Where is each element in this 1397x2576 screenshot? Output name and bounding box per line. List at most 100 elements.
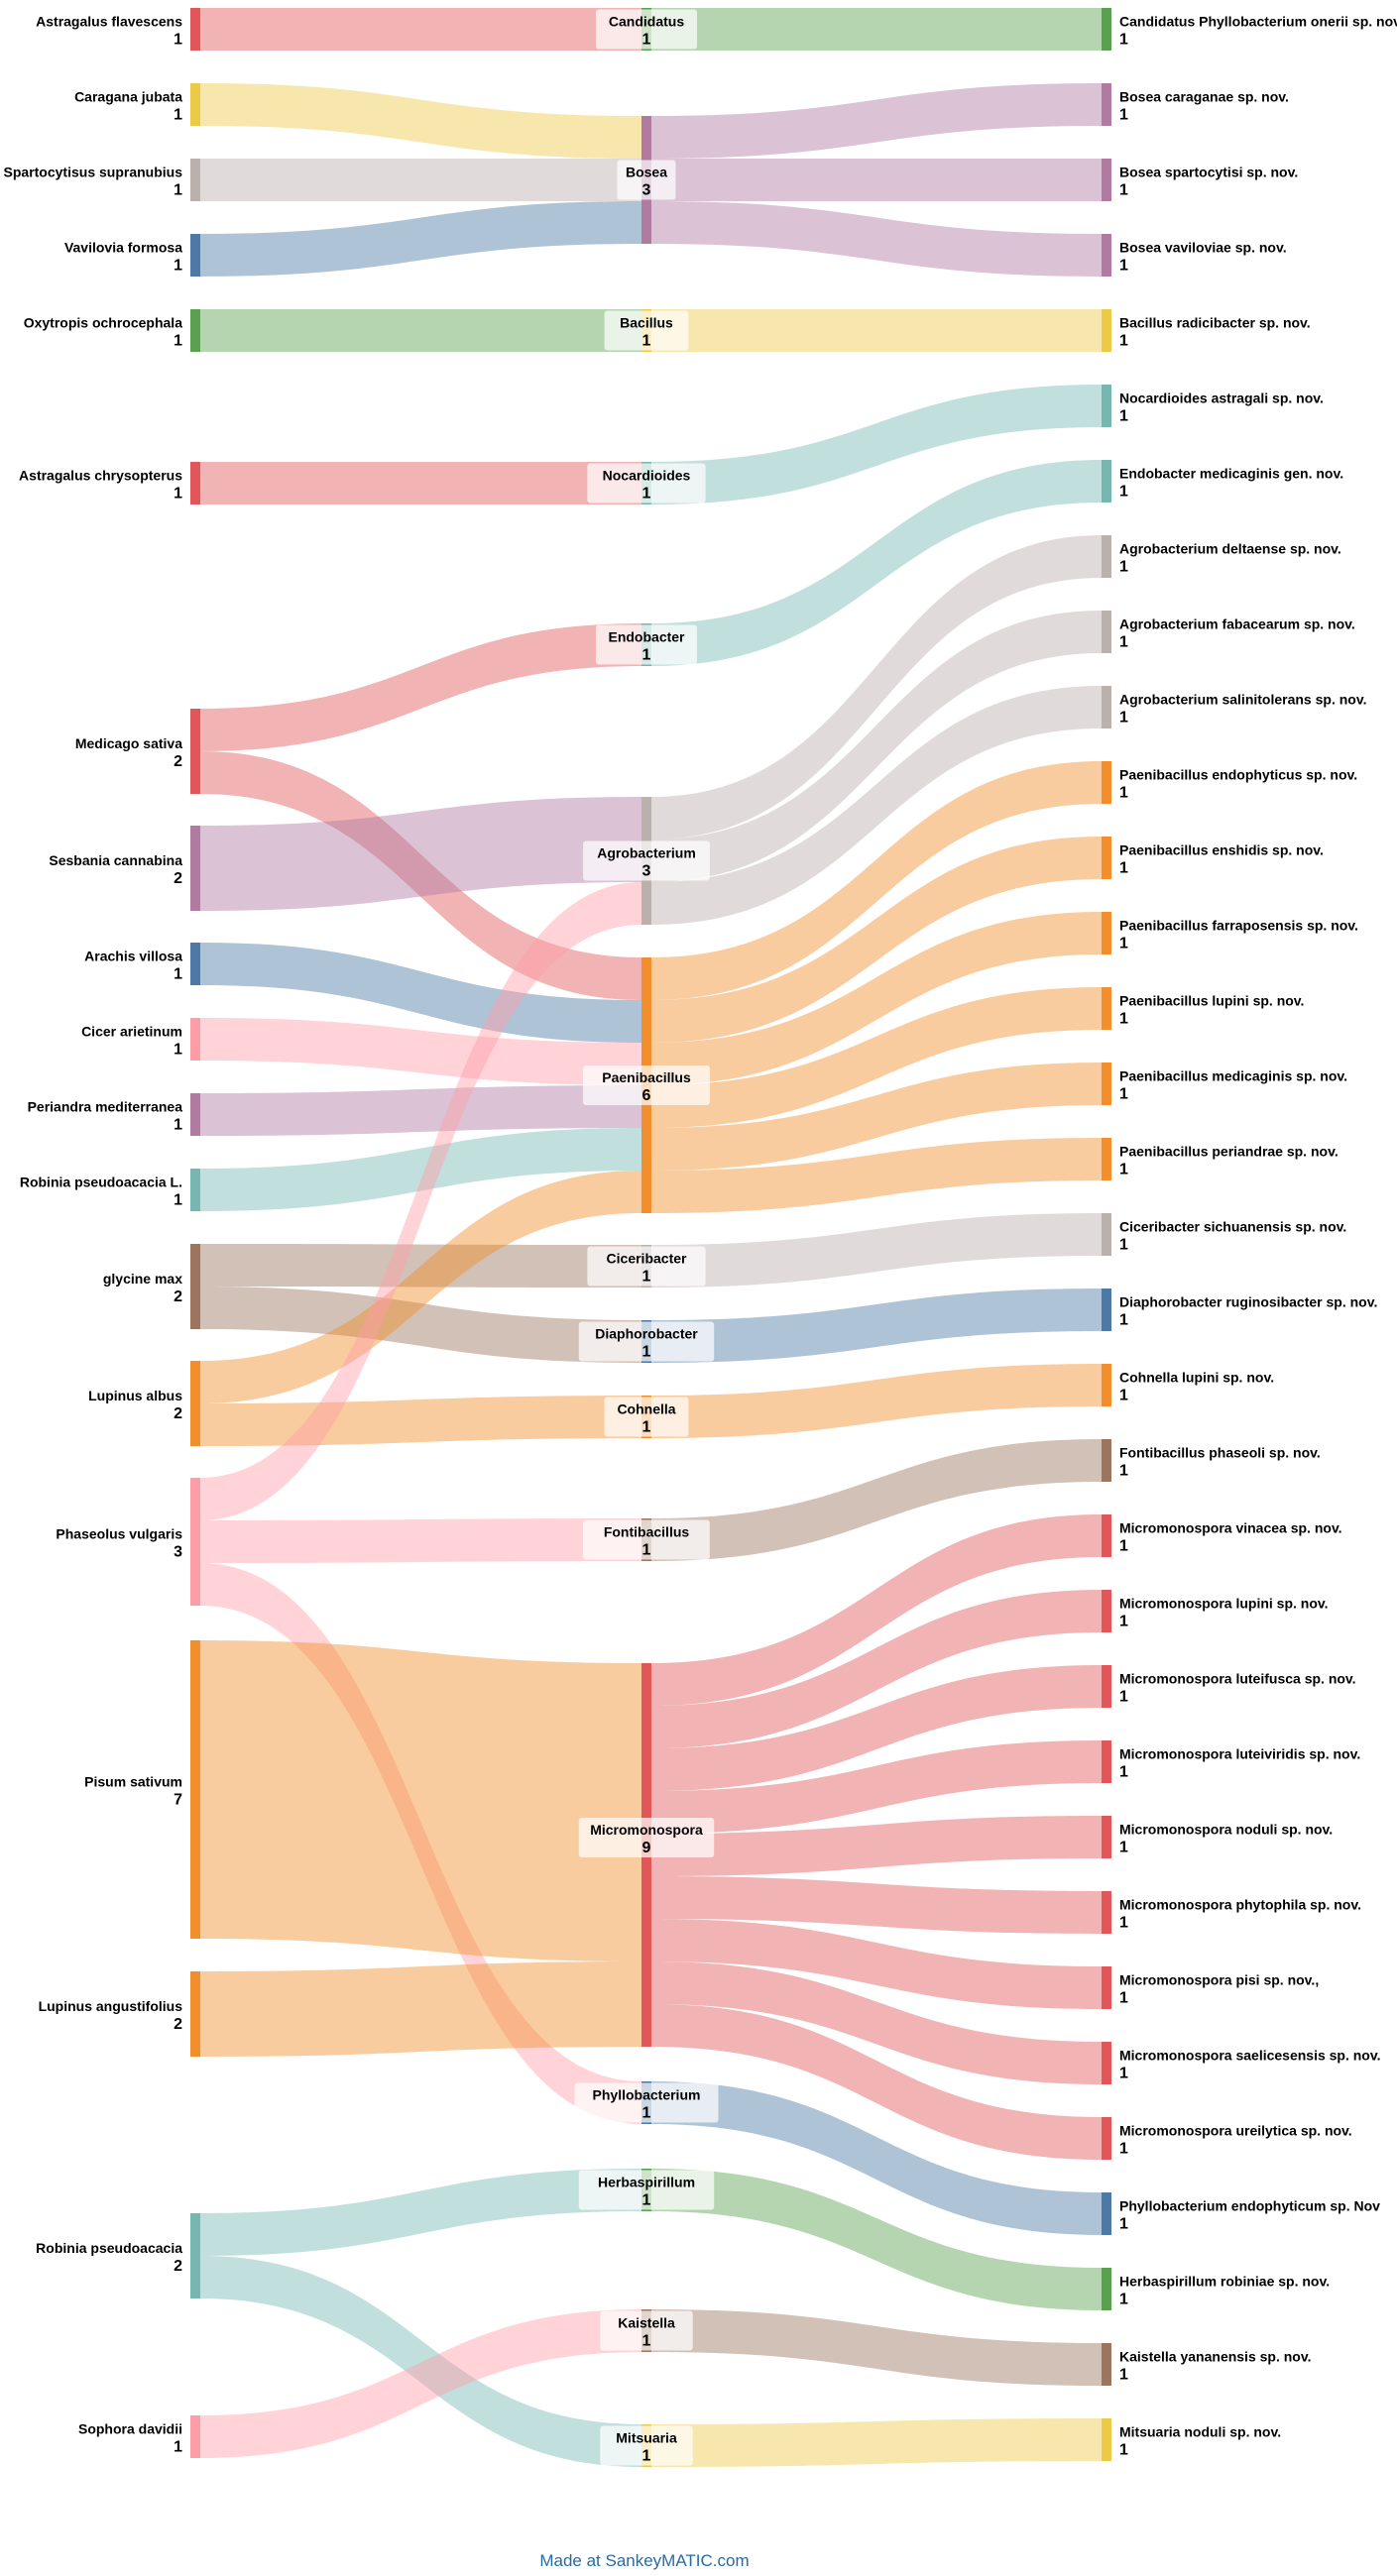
genus-value: 1 [642, 1419, 651, 1436]
label-box [596, 9, 697, 50]
species-name: Phyllobacterium endophyticum sp. Nov [1119, 2198, 1380, 2214]
species-value: 1 [1119, 2442, 1128, 2459]
label-endobacter-medicaginis-gen-nov: Endobacter medicaginis gen. nov. 1 [1119, 466, 1343, 501]
flow-sophora-davidii-to-kaistella [200, 2309, 641, 2458]
species-name: Agrobacterium fabacearum sp. nov. [1119, 616, 1355, 632]
species-name: Paenibacillus enshidis sp. nov. [1119, 842, 1324, 858]
label-agrobacterium-fabacearum-sp-nov: Agrobacterium fabacearum sp. nov. 1 [1119, 616, 1355, 651]
label-astragalus-flavescens: Astragalus flavescens 1 [36, 14, 182, 49]
genus-name: Agrobacterium [597, 845, 696, 861]
host-name: Sophora davidii [78, 2421, 182, 2437]
flow-herbaspirillum-to-herbaspirillum-robiniae-sp-nov [651, 2169, 1102, 2310]
host-value: 1 [174, 1117, 182, 1134]
host-name: Astragalus flavescens [36, 14, 182, 30]
label-box [583, 1519, 710, 1560]
host-value: 1 [174, 182, 182, 199]
flow-agrobacterium-to-agrobacterium-deltaense-sp-nov [651, 535, 1102, 840]
genus-value: 1 [642, 333, 651, 350]
node-micromonospora-noduli-sp-nov [1102, 1816, 1111, 1858]
label-bacillus: Bacillus 1 [604, 310, 689, 351]
label-nocardioides: Nocardioides 1 [587, 463, 706, 504]
flow-ciceribacter-to-ciceribacter-sichuanensis-sp-nov [651, 1213, 1102, 1288]
genus-value: 1 [642, 647, 651, 664]
node-oxytropis-ochrocephala [190, 309, 200, 352]
node-robinia-pseudoacacia-l [190, 1169, 200, 1211]
node-cicer-arietinum [190, 1018, 200, 1061]
species-name: Bosea caraganae sp. nov. [1119, 89, 1289, 105]
label-agrobacterium: Agrobacterium 3 [583, 840, 710, 881]
label-bosea-spartocytisi-sp-nov: Bosea spartocytisi sp. nov. 1 [1119, 165, 1298, 199]
genus-name: Endobacter [608, 629, 685, 645]
label-micromonospora-lupini-sp-nov: Micromonospora lupini sp. nov. 1 [1119, 1596, 1329, 1630]
flow-phaseolus-vulgaris-to-agrobacterium [200, 882, 641, 1520]
genus-value: 1 [642, 2105, 651, 2122]
label-paenibacillus-enshidis-sp-nov: Paenibacillus enshidis sp. nov. 1 [1119, 842, 1324, 877]
species-value: 1 [1119, 2141, 1128, 2158]
host-name: Pisum sativum [84, 1774, 182, 1790]
host-name: Sesbania cannabina [49, 852, 182, 868]
species-name: Micromonospora luteifusca sp. nov. [1119, 1671, 1356, 1687]
node-periandra-mediterranea [190, 1093, 200, 1136]
flow-mitsuaria-to-mitsuaria-noduli-sp-nov [651, 2418, 1102, 2467]
host-value: 1 [174, 258, 182, 275]
label-paenibacillus-medicaginis-sp-nov: Paenibacillus medicaginis sp. nov. 1 [1119, 1068, 1347, 1103]
genus-value: 1 [642, 486, 651, 503]
species-value: 1 [1119, 559, 1128, 576]
species-value: 1 [1119, 258, 1128, 275]
host-name: Oxytropis ochrocephala [24, 315, 182, 331]
node-cohnella-lupini-sp-nov [1102, 1364, 1111, 1406]
flow-robinia-pseudoacacia-l-to-paenibacillus [200, 1128, 641, 1211]
species-value: 1 [1119, 1388, 1128, 1404]
flow-pisum-sativum-to-micromonospora [200, 1640, 641, 1961]
species-value: 1 [1119, 2367, 1128, 2384]
node-astragalus-flavescens [190, 8, 200, 51]
flow-phyllobacterium-to-phyllobacterium-endophyticum-sp-nov [651, 2081, 1102, 2235]
species-value: 1 [1119, 408, 1128, 425]
node-sesbania-cannabina [190, 826, 200, 911]
node-caragana-jubata [190, 83, 200, 126]
label-ciceribacter: Ciceribacter 1 [587, 1246, 706, 1287]
label-paenibacillus: Paenibacillus 6 [583, 1065, 710, 1105]
node-paenibacillus-enshidis-sp-nov [1102, 837, 1111, 879]
genus-name: Herbaspirillum [598, 2175, 695, 2190]
flow-arachis-villosa-to-paenibacillus [200, 943, 641, 1043]
species-value: 1 [1119, 1840, 1128, 1856]
flow-micromonospora-to-micromonospora-ureilytica-sp-nov [651, 2004, 1102, 2160]
species-value: 1 [1119, 32, 1128, 49]
species-name: Nocardioides astragali sp. nov. [1119, 391, 1324, 406]
flow-nocardioides-to-nocardioides-astragali-sp-nov [651, 385, 1102, 504]
species-value: 1 [1119, 1312, 1128, 1329]
species-name: Paenibacillus lupini sp. nov. [1119, 993, 1304, 1009]
host-value: 1 [174, 1192, 182, 1209]
species-name: Micromonospora ureilytica sp. nov. [1119, 2123, 1352, 2139]
host-name: Caragana jubata [74, 89, 182, 105]
label-bosea-caraganae-sp-nov: Bosea caraganae sp. nov. 1 [1119, 89, 1289, 124]
flow-astragalus-flavescens-to-candidatus [200, 8, 641, 51]
label-sophora-davidii: Sophora davidii 1 [78, 2421, 182, 2456]
flow-agrobacterium-to-agrobacterium-salinitolerans-sp-nov [651, 686, 1102, 925]
flow-astragalus-chrysopterus-to-nocardioides [200, 462, 641, 504]
species-name: Micromonospora pisi sp. nov., [1119, 1972, 1319, 1988]
species-value: 1 [1119, 107, 1128, 124]
host-value: 2 [174, 1405, 182, 1422]
flow-phaseolus-vulgaris-to-phyllobacterium [200, 1563, 641, 2124]
node-herbaspirillum-robiniae-sp-nov [1102, 2268, 1111, 2310]
label-oxytropis-ochrocephala: Oxytropis ochrocephala 1 [24, 315, 182, 350]
node-paenibacillus-medicaginis-sp-nov [1102, 1063, 1111, 1105]
node-micromonospora-vinacea-sp-nov [1102, 1514, 1111, 1557]
species-value: 1 [1119, 484, 1128, 501]
label-candidatus: Candidatus 1 [596, 9, 697, 50]
label-herbaspirillum: Herbaspirillum 1 [578, 2170, 715, 2210]
flow-lupinus-angustifolius-to-micromonospora [200, 1961, 641, 2057]
genus-value: 3 [642, 863, 651, 880]
credit-link[interactable]: Made at SankeyMATIC.com [539, 2551, 749, 2570]
label-herbaspirillum-robiniae-sp-nov: Herbaspirillum robiniae sp. nov. 1 [1119, 2274, 1330, 2308]
host-name: Phaseolus vulgaris [56, 1526, 182, 1542]
host-name: Cicer arietinum [81, 1024, 182, 1040]
flow-paenibacillus-to-paenibacillus-enshidis-sp-nov [651, 837, 1102, 1043]
node-vavilovia-formosa [190, 234, 200, 277]
flow-paenibacillus-to-paenibacillus-medicaginis-sp-nov [651, 1063, 1102, 1171]
node-bosea-caraganae-sp-nov [1102, 83, 1111, 126]
node-micromonospora-phytophila-sp-nov [1102, 1891, 1111, 1934]
